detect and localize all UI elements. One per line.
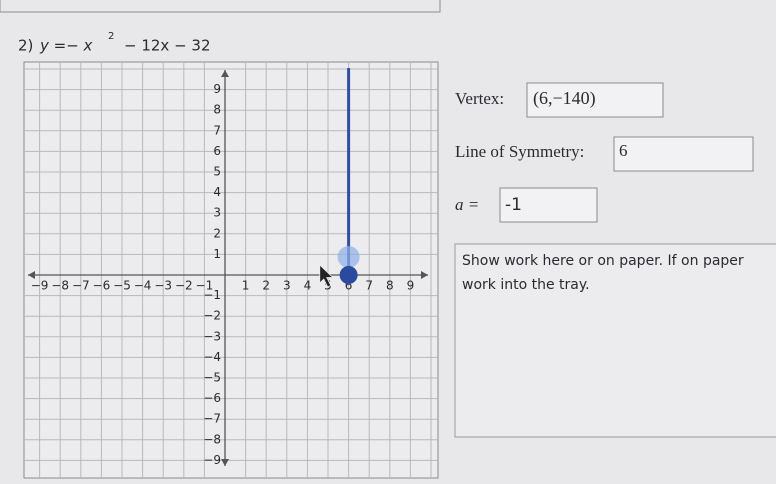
x-tick-label: 9 bbox=[407, 279, 415, 293]
note-line: Show work here or on paper. If on paper bbox=[462, 253, 744, 269]
work-area[interactable] bbox=[454, 243, 776, 438]
y-tick-label: 2 bbox=[213, 226, 221, 240]
note-line: work into the tray. bbox=[462, 277, 590, 293]
y-tick-label: −6 bbox=[203, 391, 221, 405]
a-value: -1 bbox=[505, 195, 522, 215]
x-tick-label: −7 bbox=[72, 279, 90, 293]
y-tick-label: −3 bbox=[203, 329, 221, 343]
a-input[interactable] bbox=[499, 187, 598, 223]
y-tick-label: 9 bbox=[213, 82, 221, 96]
x-tick-label: 4 bbox=[304, 279, 312, 293]
x-tick-label: −2 bbox=[175, 279, 193, 293]
vertex-label: Vertex: bbox=[455, 89, 504, 108]
x-tick-label: −4 bbox=[134, 279, 152, 293]
symmetry-label: Line of Symmetry: bbox=[455, 142, 584, 161]
y-tick-label: 3 bbox=[213, 206, 221, 220]
graph[interactable]: −9−8−7−6−5−4−3−2−1123456789987654321−1−2… bbox=[23, 61, 439, 479]
x-tick-label: −1 bbox=[196, 279, 214, 293]
x-tick-label: −9 bbox=[31, 279, 49, 293]
x-tick-label: 3 bbox=[283, 279, 291, 293]
x-tick-label: 7 bbox=[365, 279, 373, 293]
a-label: a = bbox=[455, 195, 479, 214]
vertex-value: (6,−140) bbox=[533, 88, 596, 109]
x-tick-label: −5 bbox=[113, 279, 131, 293]
y-tick-label: −1 bbox=[203, 288, 221, 302]
x-tick-label: 6 bbox=[345, 279, 353, 293]
y-tick-label: −2 bbox=[203, 309, 221, 323]
y-tick-label: 6 bbox=[213, 144, 221, 158]
equation: y =− x bbox=[39, 37, 93, 55]
equation-rest: − 12x − 32 bbox=[124, 37, 211, 55]
symmetry-value: 6 bbox=[619, 141, 628, 160]
y-tick-label: −4 bbox=[203, 350, 221, 364]
previous-box bbox=[0, 0, 441, 13]
symmetry-input[interactable] bbox=[613, 136, 754, 172]
y-tick-label: −8 bbox=[203, 432, 221, 446]
y-tick-label: −7 bbox=[203, 412, 221, 426]
y-tick-label: −5 bbox=[203, 371, 221, 385]
drag-handle bbox=[337, 246, 360, 268]
y-tick-label: 7 bbox=[213, 123, 221, 137]
y-tick-label: −9 bbox=[203, 453, 221, 467]
x-tick-label: 1 bbox=[242, 279, 250, 293]
x-tick-label: 8 bbox=[386, 279, 394, 293]
exponent: 2 bbox=[108, 31, 114, 42]
x-tick-label: 2 bbox=[262, 279, 270, 293]
graph-frame bbox=[23, 61, 439, 479]
cursor bbox=[319, 264, 334, 288]
vertex-point bbox=[339, 266, 358, 284]
y-tick-label: 1 bbox=[213, 247, 221, 261]
y-tick-label: 5 bbox=[213, 165, 221, 179]
y-tick-label: 8 bbox=[213, 103, 221, 117]
x-tick-label: −8 bbox=[51, 279, 69, 293]
x-tick-label: −6 bbox=[93, 279, 111, 293]
y-tick-label: 4 bbox=[213, 185, 221, 199]
problem-number: 2) bbox=[18, 37, 33, 55]
x-tick-label: −3 bbox=[154, 279, 172, 293]
vertex-input[interactable] bbox=[526, 82, 664, 118]
